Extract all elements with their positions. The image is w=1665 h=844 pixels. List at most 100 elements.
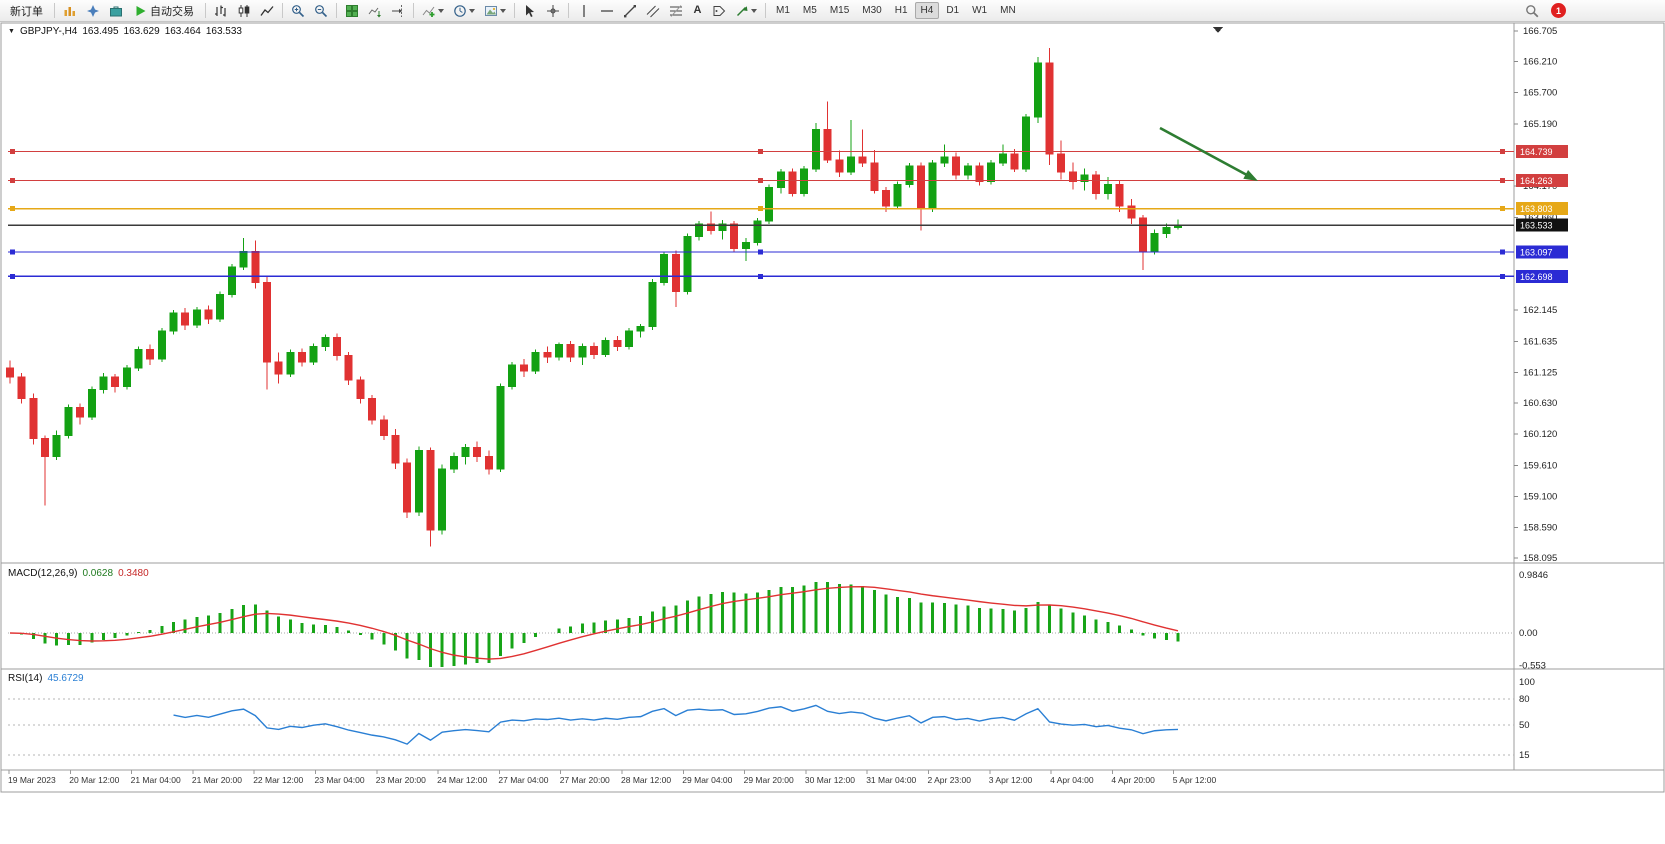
candlestick-chart-button[interactable] xyxy=(233,1,255,20)
candle-body xyxy=(952,156,961,176)
time-axis-label: 28 Mar 12:00 xyxy=(621,775,671,785)
resistance-line-1-handle-right[interactable] xyxy=(1500,148,1505,154)
candle-body xyxy=(262,281,271,363)
candle-body xyxy=(169,312,178,332)
fibonacci-button[interactable] xyxy=(665,1,687,20)
macd-signal-value: 0.3480 xyxy=(118,568,149,579)
timeframe-button-m30[interactable]: M30 xyxy=(862,5,882,16)
navigator-icon xyxy=(87,4,99,17)
cursor-button[interactable] xyxy=(519,1,541,20)
timeframe-button-w1[interactable]: W1 xyxy=(972,5,988,16)
timeframe-button-mn[interactable]: MN xyxy=(1000,5,1016,16)
macd-axis-label: -0.553 xyxy=(1519,661,1546,672)
auto-trading-button[interactable]: 自动交易 xyxy=(128,1,201,20)
candle-body xyxy=(905,165,914,185)
arrow-tools-button[interactable] xyxy=(731,1,761,20)
timeframe-button-h4[interactable]: H4 xyxy=(914,2,940,19)
candle-body xyxy=(800,168,809,195)
price-axis-label: 160.120 xyxy=(1523,429,1557,440)
market-watch-button[interactable] xyxy=(59,1,81,20)
toolbox-icon xyxy=(110,6,122,16)
resistance-line-2-handle-left[interactable] xyxy=(10,178,15,184)
support-line-2-handle-right[interactable] xyxy=(1500,273,1505,279)
navigator-button[interactable] xyxy=(82,1,104,20)
candle-body xyxy=(227,266,236,296)
support-line-1-handle-left[interactable] xyxy=(10,249,15,255)
candle-body xyxy=(566,344,575,358)
channel-button[interactable] xyxy=(642,1,664,20)
candle-body xyxy=(368,398,377,421)
price-axis-label: 166.210 xyxy=(1523,56,1557,67)
timeframe-button-m5[interactable]: M5 xyxy=(802,5,817,16)
pivot-line-handle-left[interactable] xyxy=(10,206,15,212)
zoom-out-button[interactable] xyxy=(310,1,332,20)
candle-body xyxy=(882,189,890,207)
support-line-1-handle-center[interactable] xyxy=(758,249,763,255)
notification-badge[interactable]: 1 xyxy=(1551,3,1566,18)
candle-body xyxy=(554,344,563,358)
templates-button[interactable] xyxy=(480,1,510,20)
crosshair-button[interactable] xyxy=(542,1,564,20)
bid-price-line-price-badge-label: 163.533 xyxy=(1520,221,1553,231)
candle-body xyxy=(1103,183,1112,195)
candle-body xyxy=(426,450,435,531)
indicators-icon xyxy=(422,6,435,17)
chart-canvas[interactable]: 166.705166.210165.700165.190164.170163.6… xyxy=(0,22,1665,844)
pivot-line-handle-center[interactable] xyxy=(758,206,763,212)
new-order-button[interactable]: 新订单 xyxy=(10,5,43,18)
candle-body xyxy=(695,223,704,237)
resistance-line-2-handle-right[interactable] xyxy=(1500,178,1505,184)
horizontal-line-button[interactable] xyxy=(596,1,618,20)
candle-body xyxy=(1010,153,1019,170)
candle-body xyxy=(1080,174,1089,182)
search-button[interactable] xyxy=(1521,1,1543,20)
candle-body xyxy=(613,339,622,348)
candle-body xyxy=(823,128,832,161)
indicators-button[interactable] xyxy=(418,1,448,20)
chart-shift-button[interactable] xyxy=(387,1,409,20)
support-line-2-handle-center[interactable] xyxy=(758,273,763,279)
zoom-in-button[interactable] xyxy=(287,1,309,20)
timeframe-button-m15[interactable]: M15 xyxy=(829,5,850,16)
time-axis-label: 22 Mar 12:00 xyxy=(253,775,303,785)
support-line-2-handle-left[interactable] xyxy=(10,273,15,279)
timeframe-button-m1[interactable]: M1 xyxy=(776,5,790,16)
crosshair-icon xyxy=(547,4,559,17)
time-axis-label: 19 Mar 2023 xyxy=(8,775,56,785)
candle-body xyxy=(146,349,155,360)
chart-menu-icon[interactable]: ▼ xyxy=(8,28,15,35)
text-tool-button[interactable]: A xyxy=(688,1,707,20)
chart-shift-marker[interactable] xyxy=(1213,27,1223,33)
periodicity-button[interactable] xyxy=(449,1,479,20)
price-axis-label: 161.635 xyxy=(1523,336,1557,347)
candle-body xyxy=(683,235,692,292)
bar-chart-button[interactable] xyxy=(210,1,232,20)
trend-arrow-annotation[interactable] xyxy=(1159,126,1250,178)
candle-body xyxy=(333,336,342,357)
resistance-line-2-handle-center[interactable] xyxy=(758,178,763,184)
line-chart-button[interactable] xyxy=(256,1,278,20)
resistance-line-1-handle-left[interactable] xyxy=(10,148,15,154)
support-line-2-price-badge xyxy=(1516,269,1568,283)
candle-body xyxy=(858,156,867,164)
resistance-line-1-handle-center[interactable] xyxy=(758,148,763,154)
candle-body xyxy=(718,223,727,231)
timeframe-button-h1[interactable]: H1 xyxy=(894,5,908,16)
timeframe-button-d1[interactable]: D1 xyxy=(946,5,960,16)
dropdown-caret xyxy=(500,8,506,13)
candle-body xyxy=(298,352,306,363)
pivot-line-price-badge-label: 163.803 xyxy=(1520,204,1553,214)
label-tool-button[interactable] xyxy=(708,1,730,20)
candle-body xyxy=(660,254,669,283)
candle-body xyxy=(99,376,108,390)
chart-shift-icon xyxy=(392,4,402,17)
dropdown-caret xyxy=(438,8,444,13)
pivot-line-handle-right[interactable] xyxy=(1500,206,1505,212)
vertical-line-button[interactable] xyxy=(573,1,595,20)
toolbox-button[interactable] xyxy=(105,1,127,20)
support-line-1-handle-right[interactable] xyxy=(1500,249,1505,255)
trendline-button[interactable] xyxy=(619,1,641,20)
tile-windows-button[interactable] xyxy=(341,1,363,20)
auto-scroll-button[interactable] xyxy=(364,1,386,20)
candle-body xyxy=(414,450,423,513)
